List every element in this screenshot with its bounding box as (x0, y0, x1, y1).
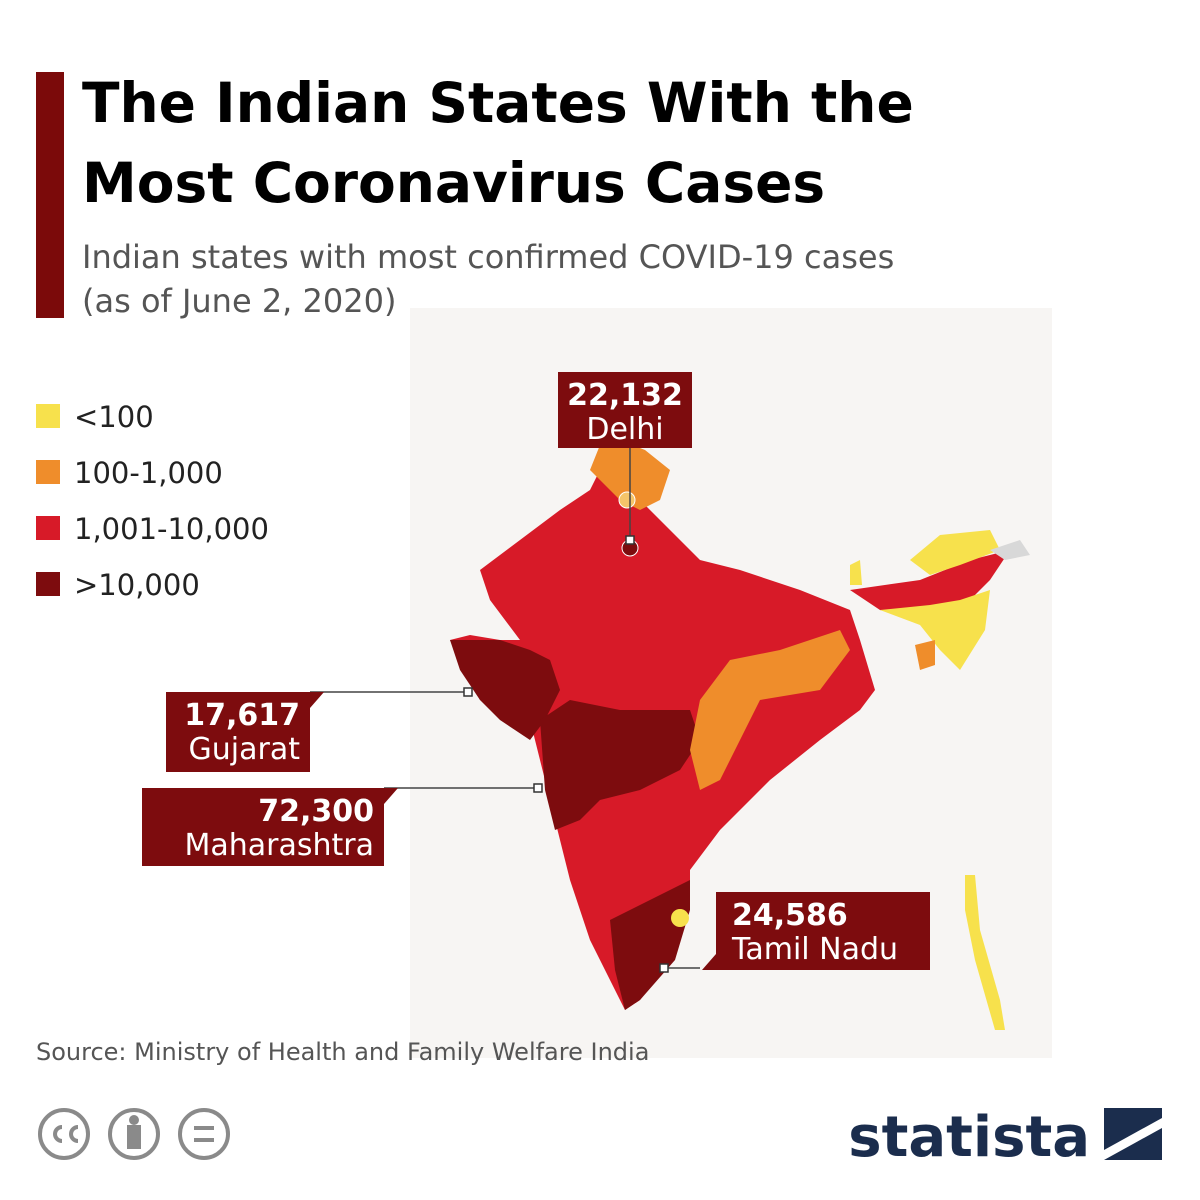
callout-box (558, 372, 692, 448)
source: Source: Ministry of Health and Family We… (36, 1038, 649, 1066)
legend-swatch (36, 516, 60, 540)
region (610, 880, 690, 1010)
by-icon (127, 1125, 141, 1149)
callout-value: 17,617 (184, 698, 300, 733)
accent-bar (36, 72, 64, 318)
region (671, 909, 689, 927)
logo: statista (848, 1105, 1090, 1170)
leader-lines (310, 448, 700, 969)
legend-label: 1,001-10,000 (74, 512, 269, 546)
nd-icon (178, 1108, 230, 1160)
nd-icon (194, 1126, 214, 1142)
legend-swatch (36, 460, 60, 484)
region (965, 875, 1005, 1030)
region (910, 530, 1000, 575)
callout-region: Gujarat (189, 732, 301, 767)
legend-label: >10,000 (74, 568, 200, 602)
title-line: Most Coronavirus Cases (82, 151, 825, 215)
logo-mark (1104, 1118, 1162, 1160)
by-icon (129, 1115, 139, 1125)
callout-region: Maharashtra (184, 828, 374, 863)
legend-swatch (36, 572, 60, 596)
legend-label: 100-1,000 (74, 456, 223, 490)
region (990, 540, 1030, 560)
license-icons (38, 1108, 230, 1160)
leader-anchor (533, 783, 543, 793)
callout-box (142, 788, 398, 866)
region (540, 700, 700, 830)
legend: <100 100-1,000 1,001-10,000 >10,000 (36, 400, 269, 602)
region (690, 630, 850, 790)
subtitle-line: (as of June 2, 2020) (82, 282, 396, 320)
logo-mark (1104, 1108, 1162, 1160)
title-line: The Indian States With the (82, 71, 914, 135)
leader-anchor (463, 687, 473, 697)
region (850, 560, 862, 585)
region (450, 640, 560, 740)
subtitle-line: Indian states with most confirmed COVID-… (82, 238, 894, 276)
callout-box (166, 692, 324, 772)
cc-icon (53, 1125, 79, 1143)
callout-region: Tamil Nadu (731, 932, 898, 967)
legend-swatch (36, 404, 60, 428)
callout-box (702, 892, 930, 970)
region (915, 640, 935, 670)
legend-label: <100 (74, 400, 154, 434)
region (850, 550, 1010, 620)
leader-anchor (659, 963, 669, 973)
region (618, 491, 636, 509)
cc-icon (38, 1108, 90, 1160)
callout-region: Delhi (586, 412, 663, 447)
callout-value: 72,300 (258, 794, 374, 829)
leader-anchor (625, 535, 635, 545)
callout-value: 24,586 (732, 898, 848, 933)
region (880, 590, 990, 670)
map (450, 372, 1030, 1030)
by-icon (108, 1108, 160, 1160)
callout-value: 22,132 (567, 378, 683, 413)
